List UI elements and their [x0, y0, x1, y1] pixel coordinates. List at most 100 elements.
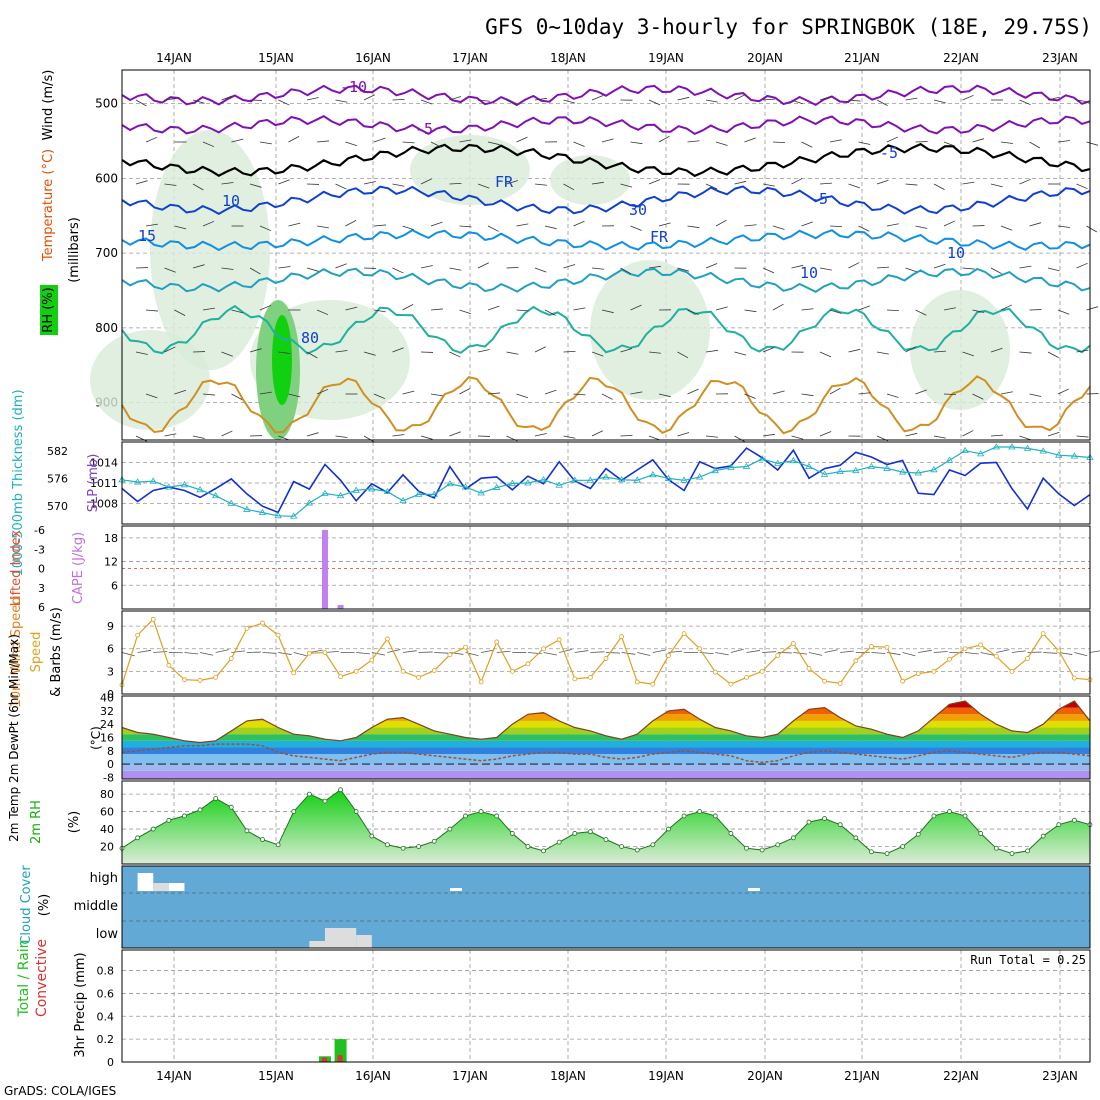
thickness-marker	[258, 508, 267, 516]
thickness-marker	[664, 474, 673, 481]
wind-barb	[288, 136, 300, 143]
rh-marker	[744, 845, 749, 851]
wind-barb	[306, 351, 318, 359]
temp-band	[122, 754, 1090, 765]
dewpoint-line	[121, 743, 1091, 764]
date-label-top: 17JAN	[452, 51, 488, 65]
rh-marker	[431, 838, 437, 844]
wind-barb	[915, 225, 928, 229]
thickness-marker	[414, 490, 423, 497]
thickness-line	[121, 446, 1091, 517]
wind-barb	[430, 393, 443, 397]
wind-barb	[459, 225, 472, 228]
date-label-top: 14JAN	[156, 51, 192, 65]
wind-barb	[620, 183, 633, 188]
isotherm-label: 80	[301, 329, 319, 347]
wind-barb	[1019, 99, 1031, 106]
thickness-marker	[508, 479, 517, 486]
wind-barb	[705, 349, 718, 353]
panel-border	[121, 69, 1091, 441]
wind-speed-marker	[650, 681, 656, 687]
rh-tick-label: 40	[100, 823, 114, 836]
rh-marker	[275, 842, 281, 848]
wind-barb	[259, 304, 272, 311]
wind-barb	[943, 307, 956, 311]
wind-barb	[990, 434, 1003, 437]
wind-barb	[477, 99, 490, 102]
rh-marker	[1009, 851, 1015, 856]
precip-tick-label: 0.2	[97, 1033, 115, 1046]
thickness-marker	[274, 512, 282, 519]
wind-barb	[905, 267, 917, 273]
thickness-marker	[930, 466, 938, 473]
wind-barb	[402, 225, 415, 231]
wind-barb	[449, 96, 462, 101]
surface-wind-barb	[215, 649, 229, 653]
wind-barb	[734, 94, 746, 101]
temp-units-title: (°C)	[89, 726, 103, 750]
thickness-marker	[430, 490, 438, 497]
wind-barb	[658, 135, 670, 143]
slp-axis-title: SLP (mb)	[86, 454, 101, 513]
rh-marker	[1071, 817, 1077, 823]
li-tick-label: -3	[34, 543, 45, 556]
wind-barb	[1076, 262, 1088, 269]
wind10m-panel: 0 3 6 9 10m Wind Speed Speed & Barbs (m/s)	[9, 597, 1100, 707]
thickness-marker	[196, 486, 204, 493]
wind-barb	[278, 351, 291, 354]
rh-marker	[728, 831, 734, 836]
rh-marker	[260, 837, 265, 842]
wind-barb	[630, 391, 643, 395]
wind-barb	[848, 262, 860, 269]
thickness-marker	[867, 462, 876, 469]
rh-marker	[993, 845, 999, 851]
wind-barb	[1047, 267, 1060, 272]
rh-marker	[634, 847, 640, 853]
wind-barb	[164, 346, 176, 353]
wind-barb	[705, 183, 718, 190]
wind-barb	[1076, 435, 1089, 438]
surface-wind-barb	[574, 650, 589, 653]
wind-barb	[459, 139, 472, 143]
rh-marker	[338, 787, 343, 793]
wind-barb	[762, 433, 775, 437]
isotherm-line	[121, 84, 1091, 107]
pressure-axis-title: (millibars)	[67, 217, 82, 283]
profile-panel: 500600700800900-10-5FR-51015-5FR10301080…	[40, 69, 1099, 443]
thickness-marker	[211, 491, 220, 499]
thickness-marker	[446, 480, 454, 487]
slp-panel: 1008 1011 1014 570 576 582 1000-500mb Thicknes…	[11, 389, 1094, 577]
wind-barb	[506, 180, 519, 185]
wind-speed-marker	[634, 679, 640, 685]
wind-barb	[363, 94, 375, 101]
wind-barb	[259, 225, 272, 232]
surface-wind-barb	[730, 648, 744, 653]
surface-wind-barb	[543, 652, 557, 656]
wind-barb	[915, 309, 927, 316]
wind-barb	[202, 307, 215, 311]
wind-speed-marker	[869, 644, 874, 649]
wind-speed-marker	[260, 620, 265, 626]
wind-speed-marker	[322, 650, 328, 655]
rh-marker	[1056, 822, 1062, 828]
surface-wind-barb	[715, 652, 729, 656]
cape-tick-label: 12	[104, 556, 118, 569]
wind-barb	[715, 219, 727, 227]
low-cloud-block	[356, 935, 372, 948]
temp-band	[122, 701, 1090, 708]
rh-axis-title: RH (%)	[41, 287, 56, 332]
wind-barb	[1047, 351, 1059, 358]
thickness-marker	[368, 485, 376, 492]
rh-marker	[603, 837, 609, 842]
wind-barb	[705, 435, 718, 438]
wind-barb	[449, 431, 461, 437]
slp-tick-label: 1008	[90, 498, 118, 511]
wind-barb	[620, 348, 633, 353]
wind-barb	[791, 178, 803, 185]
wind-barb	[363, 435, 375, 443]
wind-barb	[506, 266, 519, 269]
wind-barb	[886, 223, 899, 227]
wind-barb	[687, 225, 700, 229]
wind-speed-marker	[182, 677, 187, 683]
wind-barb	[534, 97, 547, 101]
